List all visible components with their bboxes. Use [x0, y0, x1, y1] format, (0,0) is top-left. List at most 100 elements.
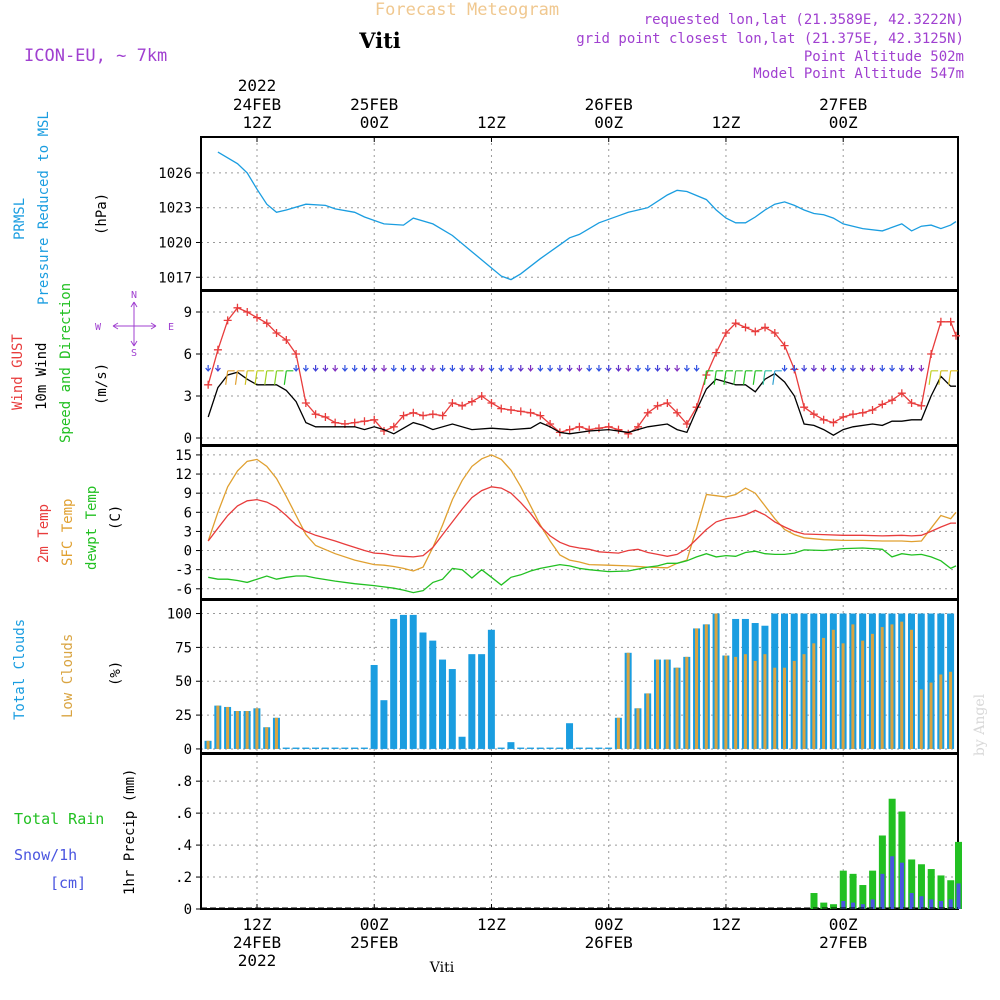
low-cloud-bar: [265, 727, 269, 749]
wind-direction-arrow: [341, 365, 348, 372]
low-cloud-bar: [753, 660, 757, 749]
wind-barb: [713, 370, 724, 385]
wind-direction-arrow: [390, 365, 397, 372]
low-cloud-bar: [724, 655, 728, 749]
total-cloud-bar: [370, 664, 378, 749]
wind-direction-arrow: [644, 365, 651, 372]
wind-direction-arrow: [498, 365, 505, 372]
wind-direction-arrow: [810, 365, 817, 372]
low-cloud-bar: [626, 652, 630, 749]
total-cloud-bar: [927, 613, 935, 749]
wind-direction-arrow: [420, 365, 427, 372]
gust-marker: [682, 420, 691, 428]
low-cloud-bar: [880, 627, 884, 749]
gust-marker: [292, 350, 301, 358]
compass-e: E: [168, 322, 174, 333]
y-tick-label: 0: [184, 431, 192, 447]
total-cloud-bar: [429, 640, 437, 749]
low-cloud-bar: [773, 667, 777, 749]
total-cloud-bar: [575, 747, 583, 749]
y-tick-label: 0: [184, 902, 192, 918]
precip-unit: 1hr Precip (mm): [122, 769, 138, 895]
y-tick-label: 1023: [158, 201, 192, 217]
gust-marker: [243, 308, 252, 316]
rain-bar: [908, 859, 916, 909]
gust-label: Wind GUST: [10, 334, 26, 410]
time-label-bottom: 12Z: [712, 915, 741, 934]
wind-barb: [273, 370, 284, 385]
wind-direction-arrow: [205, 365, 212, 372]
wind-direction-arrow: [586, 365, 593, 372]
dewpt-line: [208, 547, 957, 594]
wind-barb: [264, 370, 274, 385]
gust-marker: [946, 317, 955, 326]
y-tick-label: 100: [167, 607, 192, 623]
total-cloud-bar: [351, 747, 359, 749]
gust-marker: [301, 399, 310, 407]
total-cloud-bar: [478, 654, 486, 749]
gust-marker: [780, 341, 789, 350]
pressure-label-1: PRMSL: [12, 198, 28, 240]
wind-direction-arrow: [293, 365, 300, 372]
gust-marker: [952, 331, 960, 340]
gust-marker: [614, 425, 623, 434]
gust-marker: [897, 389, 906, 398]
y-tick-label: .8: [175, 774, 192, 790]
snow-bar: [851, 902, 856, 909]
total-cloud-bar: [546, 747, 554, 749]
time-label-bottom: 27FEB: [819, 933, 867, 952]
meteogram-title: Forecast Meteogram: [375, 0, 559, 20]
low-cloud-bar: [655, 659, 659, 749]
time-label-bottom: 00Z: [829, 915, 858, 934]
compass-rose: N S W E: [95, 290, 174, 359]
footer-location: Viti: [429, 960, 455, 976]
gust-marker: [233, 303, 242, 312]
gust-marker: [370, 415, 379, 424]
low-cloud-bar: [802, 654, 806, 749]
gust-marker: [253, 313, 261, 322]
y-tick-label: -3: [175, 563, 192, 579]
time-label-top: 00Z: [594, 113, 623, 132]
low-cloud-bar: [216, 705, 220, 749]
gust-marker: [868, 406, 877, 414]
wind-direction-arrow: [429, 365, 436, 372]
gust-marker: [487, 399, 496, 407]
gust-marker: [399, 411, 408, 420]
location-name: Viti: [358, 28, 401, 53]
rain-bar: [937, 875, 945, 909]
y-tick-label: 15: [175, 448, 192, 464]
gust-marker: [321, 413, 330, 421]
time-label-top: 00Z: [829, 113, 858, 132]
rain-bar: [839, 870, 847, 909]
gust-marker: [917, 401, 926, 410]
low-cloud-bar: [870, 633, 874, 749]
wind-barb: [948, 370, 958, 385]
gust-marker: [770, 329, 779, 337]
time-label-top: 24FEB: [233, 95, 281, 114]
gust-marker: [907, 399, 916, 407]
total-cloud-bar: [312, 747, 320, 749]
low-cloud-bar: [919, 689, 923, 749]
temp-unit: (C): [108, 505, 124, 530]
gust-marker: [204, 380, 213, 389]
wind-direction-arrow: [449, 365, 456, 372]
wind-direction-arrow: [312, 365, 319, 372]
rain-label: Total Rain: [14, 810, 104, 828]
time-label-top: 25FEB: [350, 95, 398, 114]
grid-point-coords: grid point closest lon,lat (21.375E, 42.…: [576, 31, 964, 47]
low-cloud-bar: [851, 624, 855, 749]
wind-unit: (m/s): [94, 363, 110, 405]
low-cloud-bar: [831, 629, 835, 749]
total-cloud-bar: [380, 700, 388, 749]
total-cloud-bar: [321, 747, 329, 749]
gust-marker: [624, 429, 633, 438]
low-cloud-bar: [782, 667, 786, 749]
gust-marker: [731, 319, 740, 328]
time-label-top: 00Z: [360, 113, 389, 132]
snow-label: Snow/1h: [14, 846, 77, 864]
total-clouds-label: Total Clouds: [12, 619, 28, 720]
compass-s: S: [131, 348, 137, 359]
total-cloud-bar: [566, 723, 574, 749]
y-tick-label: .4: [175, 838, 192, 854]
y-tick-label: 3: [184, 389, 192, 405]
